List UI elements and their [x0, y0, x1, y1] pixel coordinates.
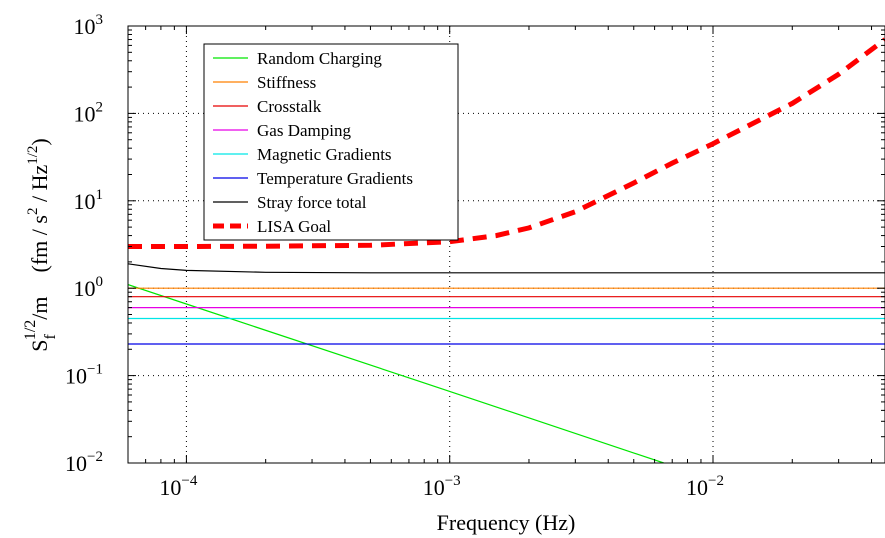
y-label-sup: 1/2 — [22, 320, 39, 340]
series-layer — [128, 37, 885, 463]
y-label-units-sq: 2 — [25, 208, 41, 216]
series-line-lisa-goal — [128, 37, 885, 249]
legend-box — [203, 43, 459, 241]
x-tick-label: 10−4 — [159, 473, 197, 500]
y-label-units-mid: / Hz — [27, 165, 52, 208]
x-tick-label: 10−3 — [423, 473, 461, 500]
plot-frame — [127, 25, 885, 464]
legend-label-magnetic-gradients: Magnetic Gradients — [257, 145, 392, 164]
legend-label-lisa-goal: LISA Goal — [257, 217, 331, 236]
legend-label-temperature-gradients: Temperature Gradients — [257, 169, 413, 188]
y-tick-label: 10−1 — [65, 362, 103, 389]
legend-label-gas-damping: Gas Damping — [257, 121, 351, 140]
y-label-units-close: ) — [27, 138, 52, 145]
y-label-base: S — [27, 339, 52, 351]
legend-label-crosstalk: Crosstalk — [257, 97, 322, 116]
y-tick-label: 102 — [74, 99, 104, 126]
y-tick-label: 100 — [74, 274, 104, 301]
y-tick-label: 10−2 — [65, 449, 103, 476]
x-axis-title: Frequency (Hz) — [437, 510, 576, 535]
y-label-sub: f — [42, 333, 59, 339]
svg-text:Sf1/2/m(fm / s2 / Hz1/2): Sf1/2/m(fm / s2 / Hz1/2) — [22, 138, 59, 351]
y-label-rest: /m — [27, 296, 52, 319]
legend-label-stiffness: Stiffness — [257, 73, 316, 92]
series-line-random-charging — [128, 284, 664, 463]
x-tick-labels: 10−4 10−3 10−2 — [159, 473, 724, 500]
series-line-stray-force-total — [128, 263, 885, 274]
y-tick-labels: 10−2 10−1 100 101 102 103 — [65, 12, 103, 476]
y-tick-label: 103 — [74, 12, 104, 39]
legend-label-stray-force-total: Stray force total — [257, 193, 367, 212]
y-label-units-open: (fm / s — [27, 215, 52, 272]
ticks — [127, 26, 885, 464]
legend-label-random-charging: Random Charging — [257, 49, 382, 68]
x-tick-label: 10−2 — [686, 473, 724, 500]
y-label-units-sup: 1/2 — [25, 146, 41, 165]
y-tick-label: 101 — [74, 187, 104, 214]
y-axis-title: Sf1/2/m(fm / s2 / Hz1/2) — [22, 138, 59, 351]
legend: Random Charging Stiffness Crosstalk Gas Dam… — [203, 43, 459, 241]
